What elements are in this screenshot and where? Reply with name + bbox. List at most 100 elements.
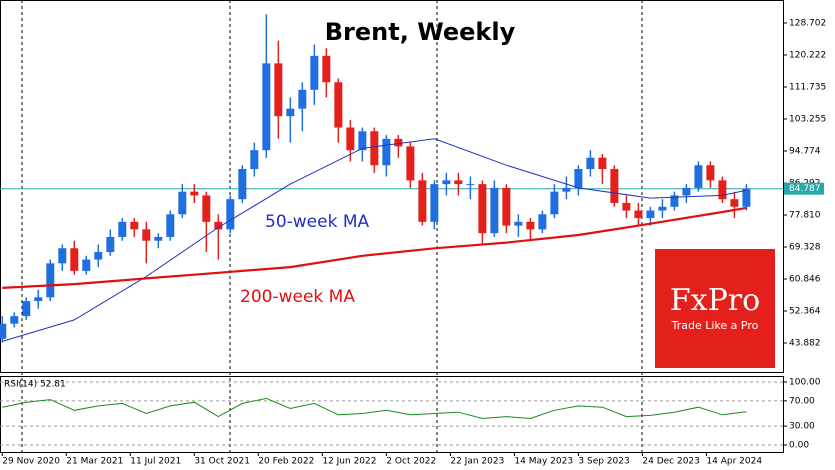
y-tick-label: 0.00 [789, 441, 809, 451]
candle-body [514, 221, 523, 226]
y-tick-label: 60.846 [789, 275, 821, 285]
candle-body [130, 221, 139, 230]
ma-line [2, 138, 747, 342]
candle-body [394, 138, 403, 147]
candle-body [322, 55, 331, 83]
candle-body [70, 248, 79, 271]
candle-body [310, 55, 319, 90]
candle-body [466, 184, 475, 186]
price-tag [784, 182, 824, 195]
x-tick-label: 2 Oct 2022 [386, 457, 436, 467]
candle-body [670, 195, 679, 207]
candle-body [574, 169, 583, 188]
candle-body [742, 188, 751, 207]
candle-body [226, 199, 235, 230]
y-tick-label: 94.774 [789, 147, 821, 157]
candle-body [598, 157, 607, 170]
chart-title: Brent, Weekly [325, 18, 516, 46]
x-tick-label: 22 Jan 2023 [450, 457, 504, 467]
candle-body [262, 63, 271, 151]
candle-body [382, 138, 391, 166]
candle-body [454, 180, 463, 185]
candle-body [58, 248, 67, 264]
logo-tagline: Trade Like a Pro [671, 319, 759, 332]
candle-body [370, 131, 379, 166]
candle-body [214, 221, 223, 230]
candle-body [634, 210, 643, 219]
y-tick-label: 103.255 [789, 115, 826, 125]
candle-body [154, 236, 163, 241]
logo-brand: FxPro [670, 283, 760, 318]
rsi-line [2, 397, 747, 420]
x-tick-label: 12 Jun 2022 [322, 457, 376, 467]
candle-body [286, 108, 295, 117]
candle-body [166, 214, 175, 237]
candle-body [202, 195, 211, 222]
y-tick-label: 30.00 [789, 422, 815, 432]
x-tick-label: 20 Feb 2022 [258, 457, 314, 467]
x-tick-label: 29 Nov 2020 [2, 457, 60, 467]
candle-body [550, 191, 559, 215]
series-label: 50-week MA [265, 212, 370, 232]
x-tick-label: 14 Apr 2024 [706, 457, 762, 467]
candle-body [706, 165, 715, 181]
candle-body [526, 221, 535, 230]
series-label: 200-week MA [240, 287, 355, 307]
candle-body [418, 180, 427, 222]
y-tick-label: 100.00 [789, 377, 821, 387]
candle-body [430, 184, 439, 222]
y-tick-label: 69.328 [789, 243, 821, 253]
candle-body [298, 89, 307, 109]
candle-body [442, 180, 451, 185]
ma-line [2, 206, 747, 289]
logo-box [655, 249, 775, 368]
price-tag-label: 84.787 [789, 184, 821, 194]
x-tick-label: 24 Dec 2023 [642, 457, 700, 467]
candle-body [178, 191, 187, 215]
candle-body [274, 63, 283, 117]
candle-body [358, 131, 367, 151]
x-tick-label: 21 Mar 2021 [66, 457, 123, 467]
candle-body [94, 252, 103, 260]
candle-body [490, 187, 499, 234]
price-panel [0, 0, 784, 373]
rsi-panel [0, 376, 784, 453]
candle-body [586, 157, 595, 170]
candle-body [250, 150, 259, 170]
y-tick-label: 52.364 [789, 307, 821, 317]
candle-body [682, 187, 691, 196]
candle-body [22, 301, 31, 317]
candle-body [538, 214, 547, 230]
candle-body [562, 187, 571, 192]
y-tick-label: 70.00 [789, 396, 815, 406]
x-tick-label: 14 May 2023 [514, 457, 573, 467]
x-tick-label: 3 Sep 2023 [578, 457, 629, 467]
candle-body [238, 169, 247, 200]
candle-body [34, 297, 43, 302]
rsi-title: RSI(14) 52.81 [4, 380, 66, 390]
candle-body [0, 323, 7, 339]
candle-body [730, 199, 739, 207]
logo: FxPro Trade Like a Pro [655, 249, 775, 368]
candle-body [82, 259, 91, 271]
x-tick-label: 11 Jul 2021 [130, 457, 181, 467]
y-tick-label: 128.702 [789, 19, 826, 29]
candle-body [346, 127, 355, 151]
candle-body [718, 180, 727, 200]
candle-body [478, 184, 487, 234]
candle-body [622, 202, 631, 211]
candle-body [106, 236, 115, 253]
candle-body [118, 221, 127, 237]
candle-body [334, 82, 343, 128]
candle-body [406, 146, 415, 181]
candle-body [694, 165, 703, 188]
y-tick-label: 120.222 [789, 51, 826, 61]
candle-body [502, 187, 511, 226]
candle-body [10, 316, 19, 324]
candle-body [190, 191, 199, 196]
x-tick-label: 31 Oct 2021 [194, 457, 250, 467]
candle-body [610, 169, 619, 203]
candle-body [658, 206, 667, 211]
candle-body [46, 263, 55, 298]
